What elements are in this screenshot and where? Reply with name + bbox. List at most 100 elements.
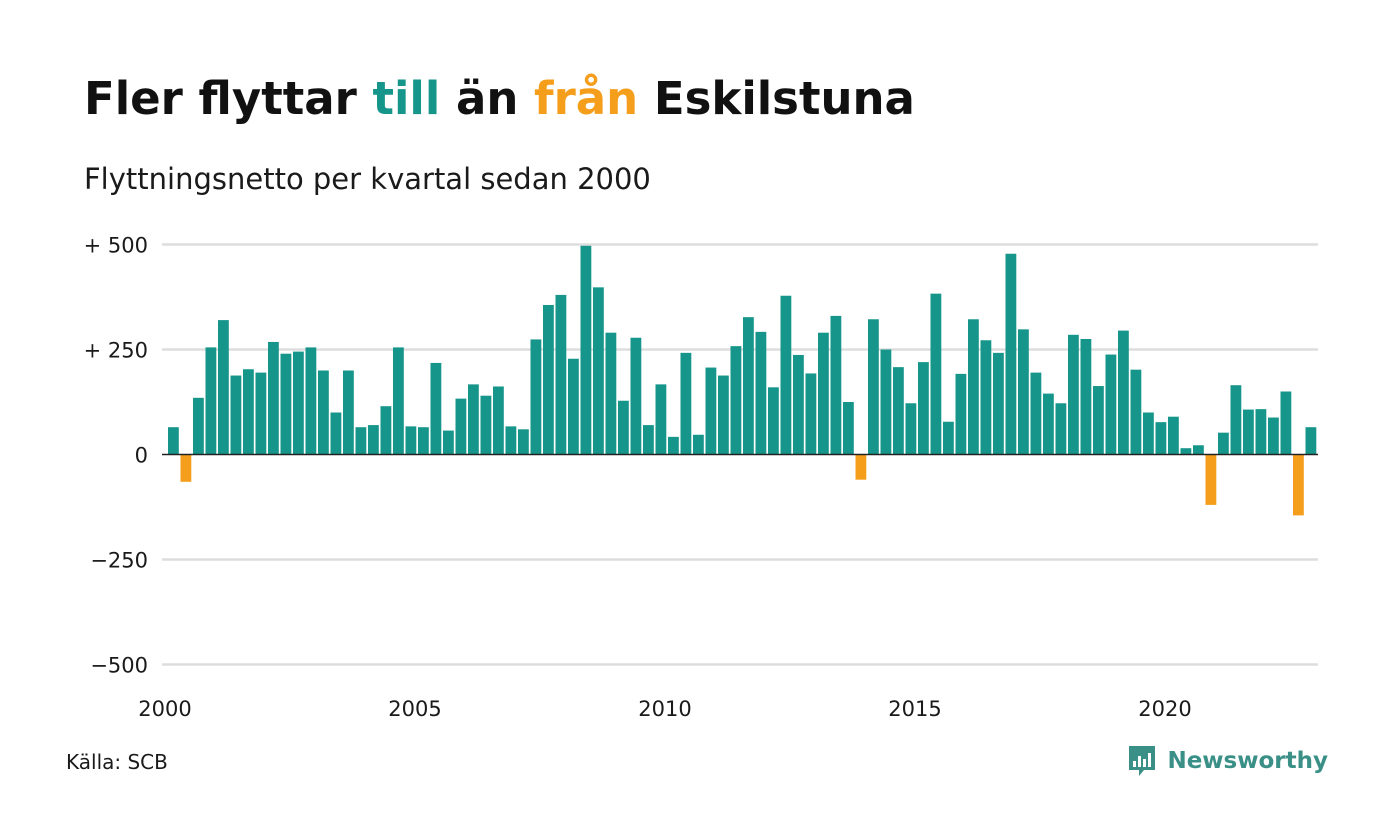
bar (193, 397, 204, 455)
bar (343, 370, 354, 455)
bar (1043, 393, 1054, 455)
title-part-3: än (440, 72, 535, 125)
bar (955, 373, 967, 455)
bar (380, 406, 392, 455)
bar (630, 337, 642, 455)
bar (768, 387, 779, 455)
bar (793, 354, 804, 455)
chart-title: Fler flyttar till än från Eskilstuna (84, 72, 915, 125)
x-tick-label: 2020 (1138, 697, 1191, 721)
bar (730, 346, 742, 455)
bar (930, 293, 942, 455)
x-tick-label: 2010 (638, 697, 691, 721)
bar (480, 395, 492, 455)
bar (780, 295, 792, 455)
bar (680, 352, 692, 455)
bar (655, 384, 667, 455)
bar (330, 412, 342, 455)
bar (705, 367, 717, 455)
bar (968, 319, 979, 455)
bar (1068, 334, 1079, 455)
bar (293, 351, 304, 455)
bar (693, 434, 704, 455)
bar (855, 454, 867, 480)
bar (1130, 369, 1142, 455)
bar (1080, 339, 1092, 455)
bar (530, 339, 542, 455)
bar (1005, 253, 1017, 455)
bar (405, 426, 417, 455)
bar (543, 304, 554, 455)
bar (455, 398, 467, 455)
bar-chart: + 500 + 250 0 −250 −500 2000 2005 2010 2015 2020 (84, 234, 1318, 721)
bar (1243, 409, 1254, 455)
bar (1280, 391, 1292, 455)
x-tick-label: 2000 (138, 697, 191, 721)
y-tick-label: + 250 (84, 339, 148, 363)
newsworthy-logo-icon (1129, 746, 1156, 776)
title-part-5: Eskilstuna (638, 72, 915, 125)
bar (280, 353, 292, 455)
bar (243, 369, 254, 455)
bar (580, 245, 592, 455)
bar (368, 425, 379, 455)
bar (805, 373, 817, 455)
y-tick-label: −250 (90, 549, 148, 573)
bar (830, 315, 842, 455)
bar (1118, 330, 1129, 455)
bar (393, 347, 404, 455)
bar (230, 375, 242, 455)
bar (605, 332, 617, 455)
bar (943, 421, 954, 455)
bar (718, 375, 729, 455)
bar (1205, 454, 1217, 505)
bar (468, 384, 479, 455)
bar (355, 427, 367, 455)
bar (1193, 445, 1204, 455)
bar (980, 340, 992, 455)
bar (893, 367, 904, 455)
bar (1218, 432, 1229, 455)
y-tick-label: + 500 (84, 234, 148, 258)
bar (918, 362, 929, 455)
bar (1268, 417, 1279, 455)
bar (993, 352, 1004, 455)
bar (1055, 403, 1067, 455)
bar (443, 430, 454, 455)
bar (643, 425, 654, 455)
bar (593, 287, 604, 455)
bar (818, 332, 829, 455)
y-tick-label: −500 (90, 654, 148, 678)
brand-logo: Newsworthy (1127, 744, 1328, 778)
bar (430, 362, 442, 455)
bar (255, 372, 267, 455)
chart-subtitle: Flyttningsnetto per kvartal sedan 2000 (84, 162, 651, 196)
axis-layer: + 500 + 250 0 −250 −500 2000 2005 2010 2015 2020 (84, 234, 1318, 721)
bar (568, 358, 579, 455)
bar (1105, 354, 1117, 455)
bar (1293, 454, 1304, 516)
x-tick-label: 2005 (388, 697, 441, 721)
bar (1168, 416, 1179, 455)
bar (505, 426, 517, 455)
bar (880, 349, 892, 455)
bar (555, 294, 567, 455)
bar (743, 317, 754, 455)
bar (205, 347, 217, 455)
bar (843, 402, 854, 455)
bar (418, 427, 429, 455)
source-label: Källa: SCB (66, 750, 168, 774)
bar (305, 347, 317, 455)
bar (168, 427, 179, 455)
bar (1305, 427, 1317, 455)
x-tick-label: 2015 (888, 697, 941, 721)
bar (493, 386, 504, 455)
title-part-till: till (372, 72, 441, 125)
bar (905, 403, 917, 455)
bar (618, 400, 629, 455)
bar (218, 320, 229, 455)
bar (1180, 448, 1192, 455)
bar (1155, 422, 1167, 455)
bar (180, 454, 192, 482)
y-tick-label: 0 (135, 444, 148, 468)
